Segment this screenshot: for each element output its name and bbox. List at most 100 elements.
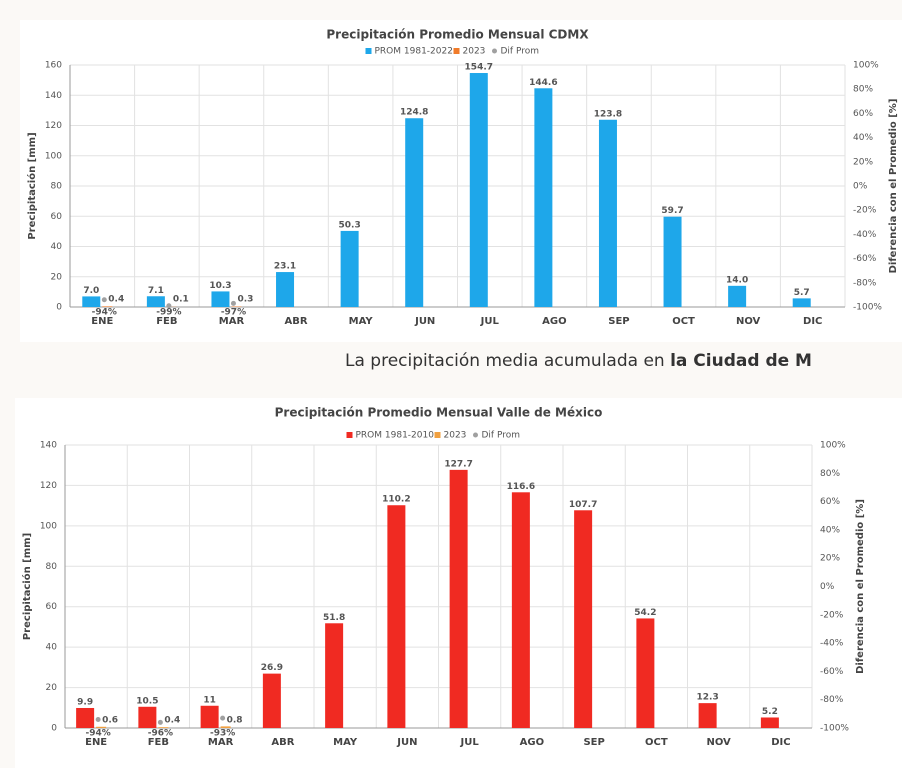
y-tick-label: 120 xyxy=(40,481,57,491)
data-label: 154.7 xyxy=(465,63,493,73)
data-label: 9.9 xyxy=(77,697,93,707)
y2-tick-label: -60% xyxy=(853,254,877,264)
y-tick-label: 20 xyxy=(46,683,58,693)
x-tick-label: DIC xyxy=(771,737,790,748)
x-tick-label: NOV xyxy=(706,737,731,748)
data-label: 5.2 xyxy=(762,707,778,717)
y2-tick-label: 0% xyxy=(820,582,835,592)
data-label: 10.3 xyxy=(209,281,231,291)
x-tick-label: ENE xyxy=(91,316,113,327)
chart-title: Precipitación Promedio Mensual Valle de … xyxy=(275,406,603,420)
data-label: 7.1 xyxy=(148,286,164,296)
bar xyxy=(534,88,553,307)
caption: La precipitación media acumulada en la C… xyxy=(345,351,812,371)
data-label: -93% xyxy=(210,729,235,739)
data-label: 110.2 xyxy=(382,495,410,505)
bar xyxy=(728,285,747,307)
x-tick-label: ENE xyxy=(85,737,107,748)
data-label: 0.4 xyxy=(164,716,180,726)
y2-tick-label: 60% xyxy=(820,497,840,507)
bar xyxy=(325,623,344,728)
legend-label: Dif Prom xyxy=(501,47,540,57)
data-label: -94% xyxy=(85,729,110,739)
bar xyxy=(146,296,165,307)
bar xyxy=(138,706,157,728)
caption-text: La precipitación media acumulada en xyxy=(345,351,670,371)
y2-tick-label: -60% xyxy=(820,667,844,677)
x-tick-label: JUN xyxy=(396,737,417,748)
y-tick-label: 0 xyxy=(51,724,57,734)
x-tick-label: OCT xyxy=(672,316,695,327)
x-tick-label: AGO xyxy=(520,737,544,748)
data-label: 0.1 xyxy=(173,295,189,305)
bar xyxy=(200,705,219,728)
x-tick-label: OCT xyxy=(645,737,668,748)
data-label: 12.3 xyxy=(697,693,719,703)
bar xyxy=(387,505,406,728)
y-tick-label: 160 xyxy=(45,61,62,71)
y2-tick-label: -80% xyxy=(853,278,877,288)
x-tick-label: DIC xyxy=(803,316,822,327)
bar xyxy=(82,296,101,307)
data-label: 144.6 xyxy=(529,78,557,88)
y-axis-label: Precipitación [mm] xyxy=(26,132,38,239)
x-tick-label: ABR xyxy=(271,737,294,748)
y-tick-label: 0 xyxy=(56,303,62,313)
x-tick-label: MAY xyxy=(349,316,374,327)
bar xyxy=(276,272,295,307)
y2-tick-label: 40% xyxy=(820,525,840,535)
data-label: -94% xyxy=(92,308,117,318)
y2-tick-label: 100% xyxy=(853,61,879,71)
y-tick-label: 40 xyxy=(51,242,63,252)
bar xyxy=(262,673,281,728)
diff-point xyxy=(166,303,172,309)
data-label: 50.3 xyxy=(339,220,361,230)
caption-bold: la Ciudad de M xyxy=(670,351,812,371)
x-tick-label: JUL xyxy=(480,316,500,327)
data-label: 7.0 xyxy=(83,286,99,296)
data-label: 107.7 xyxy=(569,500,597,510)
bar xyxy=(698,703,717,728)
legend-swatch xyxy=(453,48,460,54)
data-label: 10.5 xyxy=(136,696,158,706)
chart-title: Precipitación Promedio Mensual CDMX xyxy=(326,28,589,42)
y-tick-label: 100 xyxy=(40,521,57,531)
y2-tick-label: -40% xyxy=(820,639,844,649)
data-label: 11 xyxy=(203,695,216,705)
x-tick-label: MAR xyxy=(219,316,245,327)
x-tick-label: NOV xyxy=(736,316,761,327)
y2-tick-label: 60% xyxy=(853,109,873,119)
y2-tick-label: 20% xyxy=(820,554,840,564)
y-tick-label: 100 xyxy=(45,151,62,161)
data-label: 127.7 xyxy=(444,459,472,469)
bar xyxy=(449,469,468,728)
data-label: 124.8 xyxy=(400,108,428,118)
bar xyxy=(511,492,530,728)
x-tick-label: FEB xyxy=(156,316,177,327)
data-label: 123.8 xyxy=(594,109,622,119)
legend-swatch xyxy=(492,48,497,54)
y-tick-label: 40 xyxy=(46,643,58,653)
data-label: 5.7 xyxy=(794,288,810,298)
y2-axis-label: Diferencia con el Promedio [%] xyxy=(855,499,866,674)
diff-point xyxy=(101,297,107,303)
y-tick-label: 140 xyxy=(40,441,57,451)
diff-point xyxy=(157,719,163,725)
y-tick-label: 60 xyxy=(51,212,63,222)
y2-tick-label: -20% xyxy=(853,206,877,216)
data-label: 0.8 xyxy=(227,716,243,726)
bar xyxy=(220,726,231,728)
x-tick-label: MAR xyxy=(208,737,234,748)
y2-tick-label: -100% xyxy=(820,724,849,734)
legend-label: 2023 xyxy=(463,47,486,57)
x-tick-label: ABR xyxy=(285,316,308,327)
data-label: 54.2 xyxy=(634,608,656,618)
bar xyxy=(598,119,617,307)
bar xyxy=(636,618,655,728)
bar xyxy=(663,216,682,307)
y2-tick-label: 0% xyxy=(853,182,868,192)
y-axis-label: Precipitación [mm] xyxy=(21,533,33,640)
legend-label: PROM 1981-2022 xyxy=(375,47,453,57)
diff-point xyxy=(220,715,226,721)
